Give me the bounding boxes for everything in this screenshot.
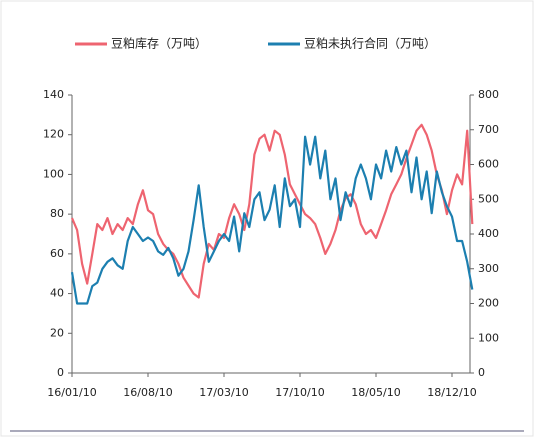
y2-tick-label: 200 — [478, 297, 499, 310]
x-tick-label: 16/08/10 — [123, 386, 172, 399]
y-tick-label: 100 — [43, 167, 64, 180]
x-tick-label: 17/03/10 — [199, 386, 248, 399]
y2-tick-label: 400 — [478, 227, 499, 240]
legend-label: 豆粕库存（万吨） — [111, 36, 207, 51]
series-line — [70, 123, 474, 299]
y-tick-label: 120 — [43, 128, 64, 141]
y-tick-label: 40 — [50, 287, 64, 300]
x-tick-label: 18/05/10 — [351, 386, 400, 399]
y-tick-label: 0 — [57, 366, 64, 379]
x-tick-label: 17/10/10 — [275, 386, 324, 399]
y2-tick-label: 800 — [478, 88, 499, 101]
y-tick-label: 140 — [43, 88, 64, 101]
y2-tick-label: 500 — [478, 192, 499, 205]
legend: 豆粕库存（万吨） 豆粕未执行合同（万吨） — [75, 36, 436, 51]
y2-tick-label: 700 — [478, 123, 499, 136]
legend-label: 豆粕未执行合同（万吨） — [304, 36, 436, 51]
y2-tick-label: 600 — [478, 158, 499, 171]
y-tick-label: 20 — [50, 326, 64, 339]
y2-tick-label: 0 — [478, 366, 485, 379]
y-tick-label: 80 — [50, 207, 64, 220]
y2-tick-label: 300 — [478, 262, 499, 275]
x-tick-label: 18/12/10 — [427, 386, 476, 399]
series-line — [70, 135, 474, 305]
x-tick-label: 16/01/10 — [47, 386, 96, 399]
y-tick-label: 60 — [50, 247, 64, 260]
y2-tick-label: 100 — [478, 331, 499, 344]
